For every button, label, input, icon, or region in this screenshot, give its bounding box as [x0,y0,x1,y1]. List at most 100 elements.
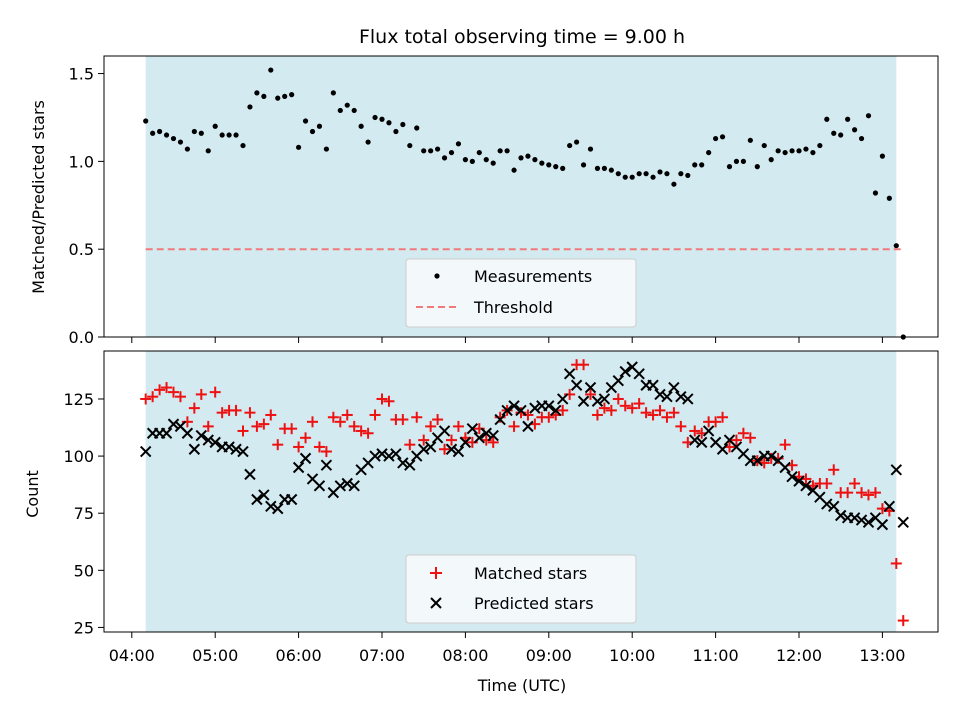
count-panel: 25 50 75 100 125 04:00 05:00 06:00 07:00 08:00 09… [23,350,939,695]
x-stroke [174,420,187,433]
predicted-star-point [716,443,729,455]
predicted-star-point [570,379,583,391]
predicted-star-point [543,400,555,412]
matched-star-point [244,407,256,419]
x-stroke [285,493,298,506]
predicted-star-point [223,441,235,453]
measurement-point [170,135,177,142]
x-stroke [786,470,798,483]
predicted-star-point [417,443,430,455]
x-stroke [508,400,520,412]
predicted-star-point [821,498,833,510]
predicted-star-point [800,480,812,492]
matched-star-point [654,404,666,416]
x-stroke [334,480,347,492]
matched-star-point [578,359,590,371]
predicted-star-point [397,457,409,469]
matched-star-point [425,420,437,432]
measurement-point [184,146,190,152]
measurement-point [803,146,809,152]
matched-star-point [251,420,263,432]
predicted-star-point [876,518,889,531]
predicted-star-point [702,425,715,437]
measurement-point [455,141,462,147]
measurement-point [518,155,524,161]
y-tick-label: 25 [74,618,94,637]
predicted-star-point [424,441,437,453]
matched-star-point [737,427,749,439]
measurement-point [893,243,899,249]
predicted-star-point [550,404,562,417]
matched-star-point [856,487,868,499]
x-stroke [702,425,715,437]
x-stroke [647,379,659,391]
measurement-point [344,102,350,108]
measurement-point [462,157,468,163]
measurement-point [886,195,892,201]
measurement-point [212,123,218,129]
measurement-point [789,148,795,154]
predicted-star-point [633,368,645,380]
predicted-star-point [181,427,194,439]
y-tick-label: 0.5 [69,240,94,259]
x-stroke [876,518,889,531]
x-stroke [716,443,729,455]
x-stroke [369,450,381,462]
x-stroke [563,368,576,380]
x-stroke [862,516,875,529]
predicted-star-point [577,395,590,407]
x-stroke [251,493,263,506]
predicted-star-point [313,480,326,492]
count-legend-box [405,554,637,624]
matched-star-point [258,418,270,430]
x-stroke [751,454,764,467]
matched-star-point [730,434,742,446]
matched-stars-series [140,359,909,627]
x-stroke [139,445,152,458]
x-stroke [828,500,840,513]
x-tick-label: 10:00 [609,646,655,665]
x-stroke [612,374,625,387]
x-stroke [292,461,305,474]
predicted-star-point [897,516,909,529]
matched-star-point [585,388,596,400]
measurement-point [407,142,413,149]
predicted-star-point [390,448,402,460]
measurement-point [177,139,184,145]
count-axes-frame [103,350,939,633]
x-stroke [515,404,527,417]
measurement-point [441,155,448,161]
measurement-point [580,162,587,168]
measurement-point [824,116,830,122]
measurement-point [525,153,531,159]
measurement-point [296,144,302,150]
measurement-point [476,149,482,156]
predicted-star-point [556,393,569,405]
x-stroke [209,436,221,449]
matched-star-point [626,402,638,414]
x-stroke [167,418,180,430]
matched-star-point [265,409,277,421]
predicted-star-point [376,448,388,460]
measurement-point [650,174,656,180]
matched-star-point [849,478,861,490]
x-stroke [299,452,312,465]
measurement-point [379,116,385,122]
x-stroke [765,450,777,462]
x-stroke [869,512,882,524]
x-stroke [855,514,868,526]
measurement-point [233,132,239,138]
x-stroke [459,436,472,449]
x-stroke [272,502,284,515]
x-stroke [445,443,458,455]
x-stroke [404,459,416,471]
measurement-point [657,169,663,175]
predicted-stars-series [139,361,909,531]
measurement-point [643,171,649,177]
predicted-star-point [501,404,513,417]
matched-star-point [598,402,610,414]
y-tick-label: 1.5 [69,65,94,84]
measurement-point [796,148,802,154]
x-stroke [466,422,479,435]
